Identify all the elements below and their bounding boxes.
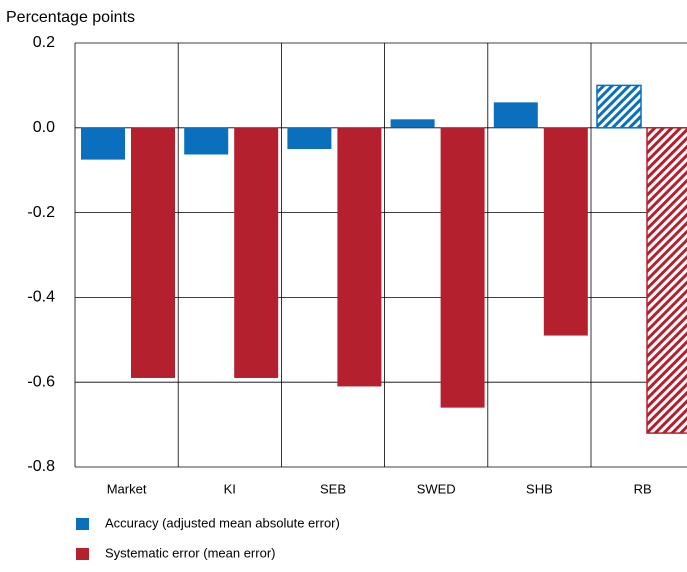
x-tick-label: SWED [417, 481, 456, 496]
y-tick-label: -0.4 [27, 289, 55, 306]
legend-swatch [76, 548, 89, 560]
bar [493, 102, 538, 128]
x-tick-label: KI [224, 481, 236, 496]
chart-title: Percentage points [6, 9, 135, 26]
legend-label: Accuracy (adjusted mean absolute error) [105, 515, 340, 530]
x-tick-label: SEB [320, 481, 346, 496]
bar [440, 127, 485, 408]
bar [646, 127, 687, 434]
bar [184, 127, 229, 155]
y-tick-label: 0.0 [33, 119, 55, 136]
legend-swatch [76, 518, 89, 530]
bar [596, 84, 642, 129]
bar [337, 127, 382, 387]
y-tick-label: -0.8 [27, 458, 55, 475]
y-tick-label: 0.2 [33, 34, 55, 51]
y-tick-label: -0.2 [27, 204, 55, 221]
legend-label: Systematic error (mean error) [105, 545, 275, 560]
x-tick-label: SHB [526, 481, 553, 496]
bar [543, 127, 588, 336]
x-tick-label: RB [634, 481, 652, 496]
y-tick-label: -0.6 [27, 373, 55, 390]
x-tick-label: Market [107, 481, 147, 496]
bar [234, 127, 279, 378]
bar [390, 119, 435, 128]
bar [131, 127, 175, 378]
bar [81, 127, 125, 160]
bar [287, 127, 332, 149]
